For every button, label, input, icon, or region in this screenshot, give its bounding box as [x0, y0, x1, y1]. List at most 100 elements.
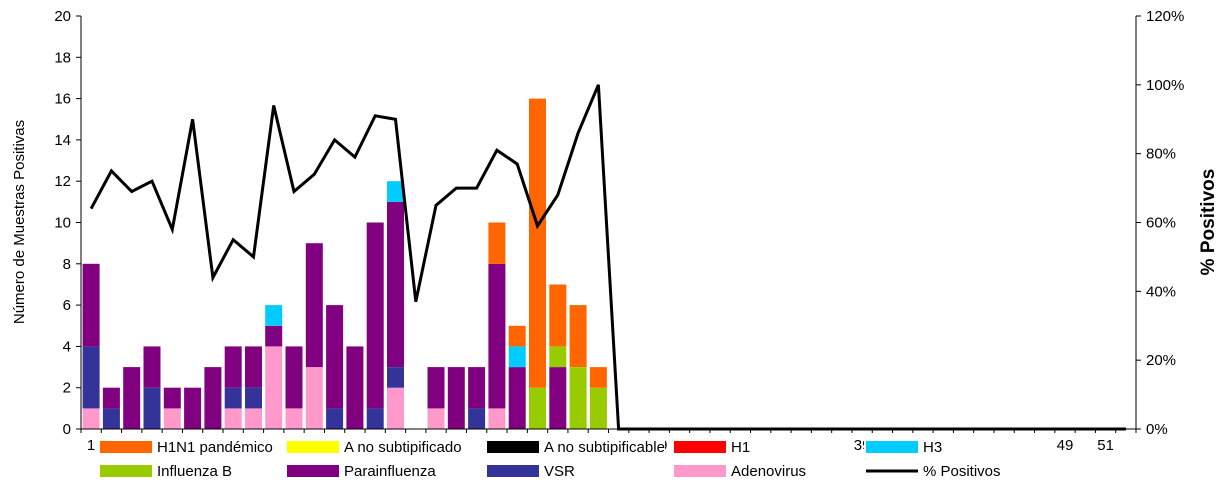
bar-segment: [305, 243, 323, 368]
y2-tick-label: 80%: [1146, 146, 1176, 163]
y2-tick-label: 20%: [1146, 352, 1176, 369]
bar-segment: [488, 222, 506, 264]
bar-segment: [468, 408, 486, 429]
legend-label: H3: [923, 439, 942, 456]
legend-label: VSR: [544, 463, 575, 480]
bar-segment: [387, 367, 404, 388]
x-tick-label: 51: [1097, 437, 1114, 454]
y-tick-label: 4: [63, 338, 71, 355]
x-tick-label: 49: [1057, 437, 1074, 454]
bar-segment: [387, 181, 404, 202]
bar-segment: [447, 367, 465, 429]
bar-segment: [488, 263, 506, 409]
legend-label: A no subtipificable: [544, 439, 665, 456]
legend-label: Influenza B: [157, 463, 232, 480]
legend-label: % Positivos: [923, 463, 1001, 480]
bar-segment: [589, 387, 607, 429]
y-tick-label: 10: [54, 215, 71, 232]
bar-segment: [265, 325, 283, 347]
bar-segment: [285, 408, 303, 429]
bar-segment: [366, 222, 384, 409]
bar-segment: [468, 367, 486, 409]
legend-label: H1: [731, 439, 750, 456]
y2-tick-label: 100%: [1146, 77, 1184, 94]
y2-tick-label: 40%: [1146, 283, 1176, 300]
bar-segment: [366, 408, 384, 429]
y-tick-label: 12: [54, 173, 71, 190]
y2-axis-title: % Positivos: [1198, 169, 1219, 276]
bar-segment: [123, 367, 141, 429]
bar-segment: [265, 305, 283, 326]
bar-segment: [245, 346, 262, 388]
legend: H1N1 pandémico A no subtipificado A no sub…: [98, 437, 1044, 481]
bar-segment: [305, 367, 323, 429]
legend-swatch: [487, 465, 539, 477]
bar-segment: [102, 408, 120, 429]
legend-swatch: [487, 441, 539, 453]
y-tick-label: 6: [63, 297, 71, 314]
bar-segment: [245, 387, 262, 409]
y2-tick-label: 120%: [1146, 8, 1184, 25]
legend-swatch: [674, 441, 726, 453]
bars-layer: [82, 98, 607, 429]
bar-segment: [224, 408, 242, 429]
bar-segment: [143, 346, 161, 388]
bar-segment: [549, 346, 567, 368]
bar-segment: [265, 346, 283, 429]
bar-segment: [82, 346, 100, 409]
bar-segment: [82, 408, 100, 429]
bar-segment: [387, 387, 404, 429]
legend-swatch: [100, 465, 152, 477]
bar-segment: [569, 305, 587, 367]
legend-label: H1N1 pandémico: [157, 439, 273, 456]
legend-item-background: [864, 461, 1044, 481]
bar-segment: [245, 408, 262, 429]
y-tick-label: 0: [63, 421, 71, 438]
bar-segment: [529, 98, 546, 388]
bar-segment: [224, 346, 242, 388]
bar-segment: [569, 367, 587, 429]
bar-segment: [285, 346, 303, 409]
y-tick-label: 14: [54, 132, 71, 149]
axes-layer: 0 2 4 6 8 10 12 14 16 18 20 0% 20% 40% 60% 80% 100% 120% 1…: [54, 8, 1184, 454]
bar-segment: [508, 367, 526, 429]
legend-label: A no subtipificado: [344, 439, 462, 456]
bar-segment: [549, 367, 567, 429]
bar-segment: [549, 284, 567, 347]
y-tick-label: 2: [63, 380, 71, 397]
legend-label: Adenovirus: [731, 463, 806, 480]
x-tick-label: 1: [87, 437, 95, 454]
bar-segment: [508, 346, 526, 368]
bar-segment: [224, 387, 242, 409]
y2-tick-label: 60%: [1146, 215, 1176, 232]
bar-segment: [427, 408, 445, 429]
legend-swatch: [287, 441, 339, 453]
y-tick-label: 20: [54, 8, 71, 25]
bar-segment: [326, 408, 344, 429]
legend-swatch: [287, 465, 339, 477]
y2-tick-label: 0%: [1146, 421, 1168, 438]
bar-segment: [589, 367, 607, 388]
bar-segment: [184, 387, 202, 429]
bar-segment: [143, 387, 161, 429]
y-tick-label: 8: [63, 256, 71, 273]
y-tick-label: 18: [54, 49, 71, 66]
legend-swatch: [674, 465, 726, 477]
bar-segment: [346, 346, 364, 429]
bar-segment: [326, 305, 344, 409]
bar-segment: [488, 408, 506, 429]
bar-segment: [204, 367, 222, 429]
bar-segment: [427, 367, 445, 409]
y-axis-title: Número de Muestras Positivas: [11, 120, 28, 324]
bar-segment: [82, 263, 100, 347]
bar-segment: [529, 387, 546, 429]
bar-segment: [102, 387, 120, 409]
legend-swatch: [866, 441, 918, 453]
legend-swatch: [100, 441, 152, 453]
bar-segment: [163, 387, 181, 409]
bar-segment: [163, 408, 181, 429]
legend-label: Parainfluenza: [344, 463, 436, 480]
y-tick-label: 16: [54, 91, 71, 108]
bar-segment: [508, 325, 526, 347]
